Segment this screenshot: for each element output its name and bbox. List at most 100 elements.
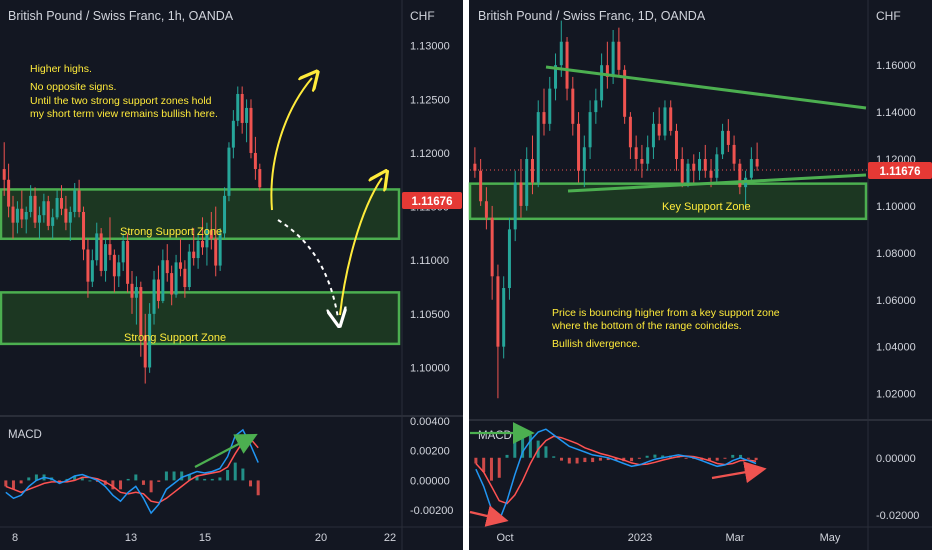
macd-y-tick-label: 0.00200 xyxy=(410,446,450,458)
last-price-label: 1.11676 xyxy=(412,196,453,208)
macd-histogram-bar xyxy=(88,480,92,482)
candle-body xyxy=(152,279,156,314)
macd-line xyxy=(475,428,757,523)
macd-histogram-bar xyxy=(249,480,253,487)
projection-arrow-up-2 xyxy=(339,178,382,316)
macd-histogram-bar xyxy=(630,457,634,462)
trendline-lower xyxy=(567,173,867,193)
candle-body xyxy=(502,288,506,347)
macd-histogram-bar xyxy=(111,480,115,490)
candle-body xyxy=(214,238,218,266)
candle-body xyxy=(479,170,483,202)
candle-body xyxy=(165,260,169,274)
candle-body xyxy=(126,240,130,284)
x-tick-label: May xyxy=(820,532,841,544)
macd-y-tick-label: 0.00000 xyxy=(876,453,916,465)
projection-arrow-up-1 xyxy=(270,78,312,211)
candle-body xyxy=(196,240,200,259)
macd-histogram-bar xyxy=(4,480,8,487)
candle-body xyxy=(108,244,112,255)
candle-body xyxy=(473,163,477,171)
chart-1h: British Pound / Swiss Franc, 1h, OANDA C… xyxy=(0,0,463,550)
macd-histogram-bar xyxy=(126,478,130,481)
candle-body xyxy=(11,206,15,223)
x-tick-label: 13 xyxy=(125,532,137,544)
candle-body xyxy=(95,233,99,261)
macd-line xyxy=(5,428,259,515)
candle-body xyxy=(37,215,41,223)
candle-body xyxy=(605,65,609,77)
zone-label-lower: Strong Support Zone xyxy=(124,332,226,344)
macd-y-tick-label: -0.02000 xyxy=(876,510,919,522)
y-tick-label: 1.10500 xyxy=(410,309,450,321)
candle-body xyxy=(64,208,68,223)
candle-body xyxy=(236,93,240,121)
chart-title: British Pound / Swiss Franc, 1h, OANDA xyxy=(8,9,234,23)
macd-histogram-bar xyxy=(19,480,23,484)
candle-body xyxy=(628,116,632,148)
y-tick-label: 1.04000 xyxy=(876,342,916,354)
annotation-line-3: Bullish divergence. xyxy=(552,338,640,350)
macd-histogram-bar xyxy=(226,470,230,481)
macd-histogram-bar xyxy=(575,457,579,464)
macd-histogram-bar xyxy=(180,471,184,481)
y-tick-label: 1.10000 xyxy=(410,362,450,374)
candle-body xyxy=(156,279,160,301)
candle-body xyxy=(669,107,673,131)
candle-body xyxy=(139,287,143,336)
candle-body xyxy=(73,190,77,212)
x-tick-label: 15 xyxy=(199,532,211,544)
candle-body xyxy=(209,230,213,239)
candle-body xyxy=(674,130,678,160)
candle-body xyxy=(554,65,558,89)
currency-label: CHF xyxy=(876,9,901,23)
chart-title: British Pound / Swiss Franc, 1D, OANDA xyxy=(478,9,706,23)
candle-body xyxy=(205,230,209,248)
macd-histogram-bar xyxy=(233,462,237,481)
candle-body xyxy=(519,182,523,206)
y-tick-label: 1.12500 xyxy=(410,94,450,106)
last-price-badge xyxy=(868,162,932,179)
y-tick-label: 1.14000 xyxy=(876,107,916,119)
candle-body xyxy=(577,123,581,171)
macd-histogram-bar xyxy=(731,454,735,458)
candle-body xyxy=(24,211,28,220)
x-tick-label: 2023 xyxy=(628,532,652,544)
candle-body xyxy=(709,170,713,178)
macd-histogram-bar xyxy=(645,455,649,458)
macd-label: MACD xyxy=(478,430,512,442)
macd-histogram-bar xyxy=(157,480,161,482)
macd-y-tick-label: 0.00000 xyxy=(410,475,450,487)
divergence-arrow-right xyxy=(711,461,767,484)
macd-signal-line xyxy=(475,435,757,505)
candle-body xyxy=(698,159,702,171)
candle-body xyxy=(223,195,227,234)
macd-histogram-bar xyxy=(27,477,31,481)
candle-body xyxy=(68,211,72,223)
divergence-arrow-left xyxy=(469,505,509,527)
candle-body xyxy=(617,41,621,70)
candle-body xyxy=(29,195,33,212)
macd-histogram-bar xyxy=(210,478,214,481)
y-tick-label: 1.02000 xyxy=(876,389,916,401)
zone-label: Key Support Zone xyxy=(662,201,751,213)
candle-body xyxy=(548,88,552,124)
candle-body xyxy=(657,123,661,136)
x-tick-label: 22 xyxy=(384,532,396,544)
candle-body xyxy=(600,65,604,101)
macd-histogram-bar xyxy=(11,480,15,490)
candle-body xyxy=(490,217,494,277)
candle-body xyxy=(2,169,6,180)
candle-body xyxy=(104,244,108,271)
annotation-line-1: Price is bouncing higher from a key supp… xyxy=(552,307,780,319)
macd-histogram-bar xyxy=(684,457,688,459)
macd-histogram-bar xyxy=(482,457,486,473)
candle-body xyxy=(174,262,178,295)
last-price-label: 1.11676 xyxy=(880,166,921,178)
candle-body xyxy=(51,217,55,226)
candle-body xyxy=(507,229,511,289)
macd-histogram-bar xyxy=(598,457,602,461)
candle-body xyxy=(542,112,546,124)
candle-body xyxy=(86,249,90,282)
candle-body xyxy=(749,159,753,178)
